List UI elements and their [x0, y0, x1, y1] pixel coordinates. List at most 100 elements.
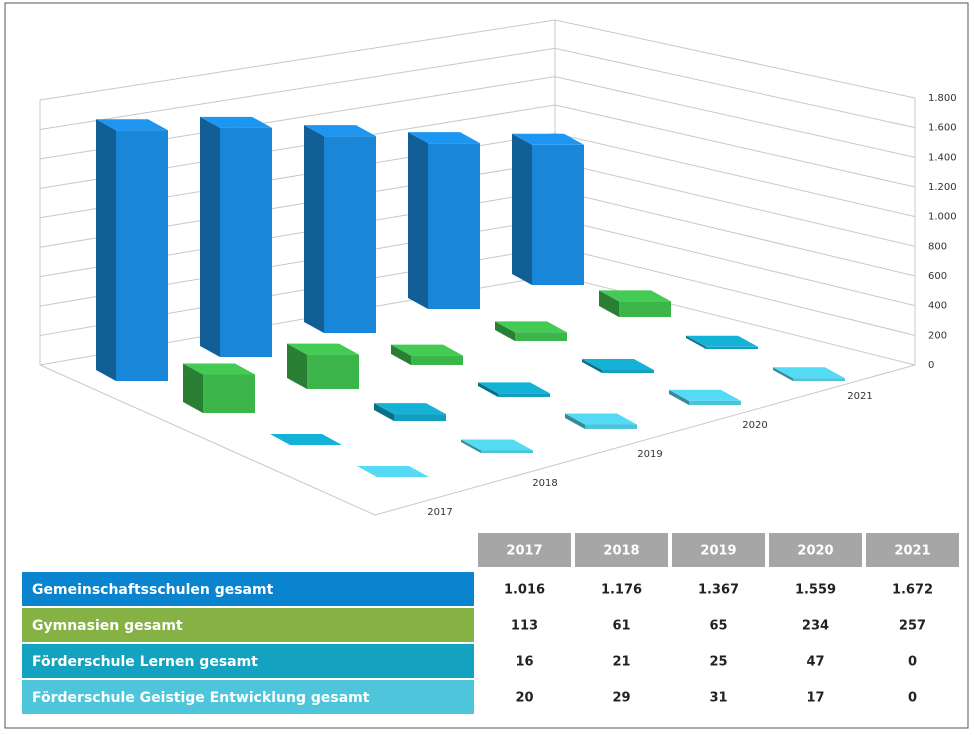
table-value: 257: [899, 619, 926, 634]
table-value: 1.016: [504, 583, 545, 598]
header-cell: [866, 533, 959, 567]
depth-label: 2018: [532, 478, 557, 489]
table-value: 234: [802, 619, 829, 634]
y-tick-label: 200: [928, 330, 947, 341]
bar-side: [565, 413, 585, 429]
bar-front: [585, 424, 637, 429]
bar-front: [793, 378, 845, 381]
depth-label: 2021: [847, 391, 872, 402]
bar-top: [270, 434, 342, 445]
bar-top: [374, 403, 446, 415]
table-value: 29: [612, 691, 630, 706]
header-label: 2020: [797, 544, 833, 559]
bar-side: [408, 132, 428, 309]
bar-side: [183, 363, 203, 413]
table-value: 25: [709, 655, 727, 670]
header-label: 2021: [894, 544, 930, 559]
row-label-cell: [22, 608, 474, 642]
row-label: Förderschule Lernen gesamt: [32, 654, 258, 670]
depth-label: 2017: [427, 507, 452, 518]
bar-side: [773, 367, 793, 381]
bar-top: [512, 133, 584, 145]
y-tick-label: 0: [928, 360, 934, 371]
grid-line: [39, 47, 916, 130]
floor-edge: [39, 364, 916, 516]
bar-side: [599, 290, 619, 317]
bar-front: [481, 450, 533, 453]
y-tick-label: 1.800: [928, 93, 957, 104]
bar-top: [304, 125, 376, 137]
header-label: 2019: [700, 544, 736, 559]
bar-front: [706, 346, 758, 349]
depth-label: 2019: [637, 449, 662, 460]
bar-side: [512, 133, 532, 285]
header-cell: [672, 533, 765, 567]
table-value: 16: [515, 655, 533, 670]
bar-top: [461, 439, 533, 451]
header-label: 2017: [506, 544, 542, 559]
table-value: 47: [806, 655, 824, 670]
table-value: 113: [511, 619, 538, 634]
table-value: 1.672: [892, 583, 933, 598]
table-value: 21: [612, 655, 630, 670]
bar-side: [374, 403, 394, 421]
table-value: 31: [709, 691, 727, 706]
row-label-cell: [22, 644, 474, 678]
bar-front: [428, 143, 480, 309]
bar-side: [669, 389, 689, 405]
bar-top: [200, 116, 272, 128]
bar-front: [498, 393, 550, 397]
bar-front: [411, 355, 463, 365]
table-value: 0: [908, 691, 917, 706]
y-tick-label: 1.000: [928, 212, 957, 223]
y-tick-label: 800: [928, 241, 947, 252]
bar-top: [599, 290, 671, 302]
row-label-cell: [22, 572, 474, 606]
bar-top: [773, 367, 845, 379]
bar-front: [515, 332, 567, 341]
bar-side: [96, 119, 116, 381]
grid-line: [39, 19, 916, 101]
bar-front: [394, 414, 446, 421]
table-value: 1.176: [601, 583, 642, 598]
bar-front: [689, 400, 741, 405]
bar-top: [287, 343, 359, 355]
bar-top: [96, 119, 168, 131]
bar-front: [532, 144, 584, 285]
row-label: Gemeinschaftsschulen gesamt: [32, 582, 274, 598]
y-tick-label: 400: [928, 301, 947, 312]
bar-side: [304, 125, 324, 333]
bar-side: [200, 116, 220, 358]
row-label-cell: [22, 680, 474, 714]
table-value: 1.559: [795, 583, 836, 598]
bar-side: [287, 343, 307, 389]
bar-top: [391, 344, 463, 356]
y-tick-label: 600: [928, 271, 947, 282]
bar-side: [391, 344, 411, 365]
row-label: Gymnasien gesamt: [32, 618, 183, 634]
header-cell: [575, 533, 668, 567]
table-value: 0: [908, 655, 917, 670]
table-value: 61: [612, 619, 630, 634]
bar-front: [324, 136, 376, 333]
bar-top: [478, 382, 550, 394]
row-label: Förderschule Geistige Entwicklung gesamt: [32, 690, 370, 706]
bar-side: [461, 439, 481, 453]
depth-label: 2020: [742, 420, 767, 431]
bar-front: [307, 354, 359, 389]
bar-side: [478, 382, 498, 397]
bar-front: [116, 130, 168, 381]
y-tick-label: 1.200: [928, 182, 957, 193]
bar-top: [495, 321, 567, 333]
bar-top: [183, 363, 255, 375]
bar-front: [203, 374, 255, 413]
bar-top: [582, 359, 654, 371]
y-tick-label: 1.600: [928, 123, 957, 134]
bar-side: [495, 321, 515, 341]
y-tick-label: 1.400: [928, 152, 957, 163]
header-cell: [769, 533, 862, 567]
bar-front: [619, 301, 671, 317]
table-value: 1.367: [698, 583, 739, 598]
bar-front: [220, 127, 272, 358]
